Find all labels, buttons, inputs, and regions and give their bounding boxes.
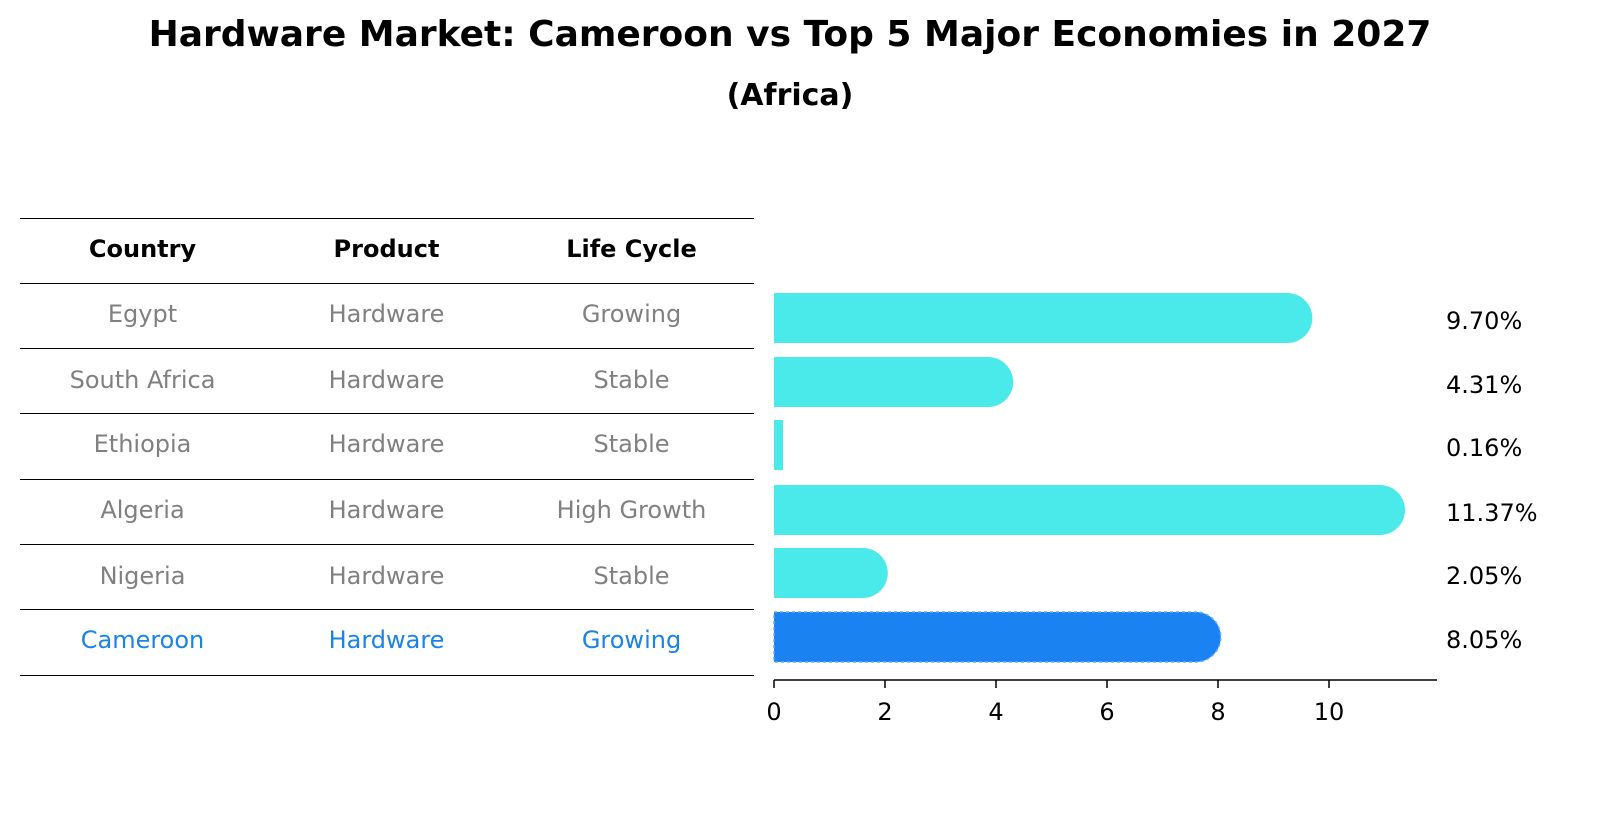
row-algeria-country: Algeria xyxy=(100,496,185,524)
table-rule-5 xyxy=(20,609,754,610)
table-rule-top xyxy=(20,218,754,219)
row-egypt-country: Egypt xyxy=(107,300,178,328)
header-country: Country xyxy=(88,235,197,263)
value-label-egypt: 9.70% xyxy=(1446,307,1522,335)
bar-ethiopia xyxy=(774,420,783,470)
table-rule-3 xyxy=(20,479,754,480)
table-rule-4 xyxy=(20,544,754,545)
value-label-algeria: 11.37% xyxy=(1446,499,1538,527)
row-egypt-life-cycle: Growing xyxy=(581,300,682,328)
value-label-south-africa: 4.31% xyxy=(1446,371,1522,399)
row-nigeria-product: Hardware xyxy=(328,562,445,590)
value-label-nigeria: 2.05% xyxy=(1446,562,1522,590)
header-life-cycle: Life Cycle xyxy=(566,235,697,263)
bar-south-africa xyxy=(774,357,1014,407)
x-tick-label-8: 8 xyxy=(1210,698,1225,726)
table-rule-2 xyxy=(20,413,754,414)
x-tick-label-10: 10 xyxy=(1314,698,1345,726)
x-tick-label-0: 0 xyxy=(766,698,781,726)
value-label-ethiopia: 0.16% xyxy=(1446,434,1522,462)
bar-nigeria xyxy=(774,548,888,598)
row-nigeria-life-cycle: Stable xyxy=(593,562,670,590)
x-tick-label-6: 6 xyxy=(1099,698,1114,726)
table-rule-1 xyxy=(20,348,754,349)
row-algeria-product: Hardware xyxy=(328,496,445,524)
row-nigeria-country: Nigeria xyxy=(99,562,186,590)
row-south-africa-life-cycle: Stable xyxy=(593,366,670,394)
bar-algeria xyxy=(774,485,1406,535)
row-south-africa-product: Hardware xyxy=(328,366,445,394)
row-cameroon-country: Cameroon xyxy=(80,626,205,654)
x-tick-label-4: 4 xyxy=(988,698,1003,726)
chart-title: Hardware Market: Cameroon vs Top 5 Major… xyxy=(148,14,1432,55)
bar-cameroon xyxy=(773,611,1222,663)
header-product: Product xyxy=(333,235,440,263)
table-rule-bottom xyxy=(20,675,754,676)
row-cameroon-product: Hardware xyxy=(328,626,445,654)
row-algeria-life-cycle: High Growth xyxy=(556,496,707,524)
row-ethiopia-life-cycle: Stable xyxy=(593,430,670,458)
table-rule-header xyxy=(20,283,754,284)
row-ethiopia-product: Hardware xyxy=(328,430,445,458)
row-egypt-product: Hardware xyxy=(328,300,445,328)
bar-egypt xyxy=(774,293,1313,343)
row-ethiopia-country: Ethiopia xyxy=(93,430,192,458)
x-tick-label-2: 2 xyxy=(877,698,892,726)
chart-subtitle: (Africa) xyxy=(726,78,854,113)
row-south-africa-country: South Africa xyxy=(69,366,216,394)
value-label-cameroon: 8.05% xyxy=(1446,626,1522,654)
row-cameroon-life-cycle: Growing xyxy=(581,626,682,654)
